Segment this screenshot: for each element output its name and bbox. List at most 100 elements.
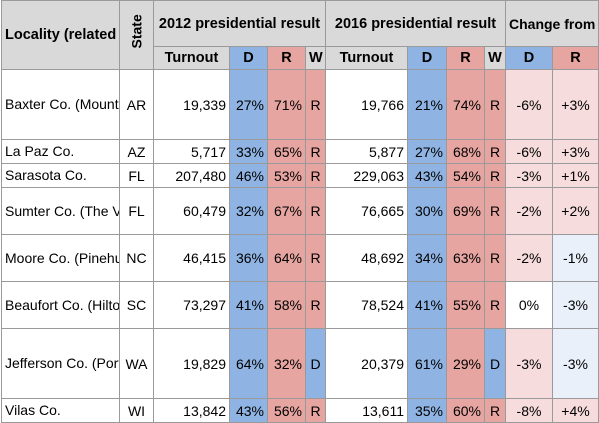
header-2016-d: D	[407, 46, 447, 70]
header-2016-turnout: Turnout	[325, 46, 408, 70]
r-2016-cell: 54%	[446, 163, 485, 188]
state-cell: AZ	[119, 139, 154, 164]
d-2016-cell: 61%	[407, 328, 447, 399]
winner-2016-cell: R	[484, 398, 506, 423]
locality-cell: Moore Co. (Pinehurst)	[1, 234, 120, 282]
change-d-cell: -2%	[505, 187, 553, 235]
winner-2016-cell: D	[484, 328, 506, 399]
r-2012-cell: 65%	[267, 139, 306, 164]
winner-2012-cell: R	[305, 69, 326, 140]
locality-cell: La Paz Co.	[1, 139, 120, 164]
r-2012-cell: 58%	[267, 281, 306, 329]
change-r-cell: +3%	[552, 139, 599, 164]
r-2012-cell: 53%	[267, 163, 306, 188]
state-cell: WI	[119, 398, 154, 423]
table-row: Sumter Co. (The Villages) FL 60,479 32% …	[1, 187, 599, 235]
locality-cell: Jefferson Co. (Port Townsend)	[1, 328, 120, 399]
turnout-2016-cell: 5,877	[325, 139, 408, 164]
state-cell: WA	[119, 328, 154, 399]
table-row: Jefferson Co. (Port Townsend) WA 19,829 …	[1, 328, 599, 399]
winner-2016-cell: R	[484, 281, 506, 329]
header-locality: Locality (related place)	[1, 0, 120, 70]
locality-cell: Beaufort Co. (Hilton Head)	[1, 281, 120, 329]
turnout-2016-cell: 78,524	[325, 281, 408, 329]
turnout-2016-cell: 20,379	[325, 328, 408, 399]
d-2016-cell: 35%	[407, 398, 447, 423]
turnout-2016-cell: 76,665	[325, 187, 408, 235]
table-row: Baxter Co. (Mountain Home) AR 19,339 27%…	[1, 69, 599, 140]
winner-2012-cell: R	[305, 187, 326, 235]
turnout-2016-cell: 229,063	[325, 163, 408, 188]
locality-cell: Sumter Co. (The Villages)	[1, 187, 120, 235]
header-2016-r: R	[446, 46, 485, 70]
winner-2012-cell: D	[305, 328, 326, 399]
turnout-2012-cell: 207,480	[153, 163, 230, 188]
turnout-2012-cell: 46,415	[153, 234, 230, 282]
winner-2012-cell: R	[305, 139, 326, 164]
d-2016-cell: 41%	[407, 281, 447, 329]
winner-2016-cell: R	[484, 187, 506, 235]
d-2016-cell: 27%	[407, 139, 447, 164]
change-d-cell: -6%	[505, 69, 553, 140]
header-2012-result: 2012 presidential result	[153, 0, 326, 47]
header-2012-d: D	[229, 46, 268, 70]
locality-cell: Vilas Co.	[1, 398, 120, 423]
header-state-label: State	[128, 14, 145, 49]
locality-cell: Baxter Co. (Mountain Home)	[1, 69, 120, 140]
d-2012-cell: 64%	[229, 328, 268, 399]
change-r-cell: -3%	[552, 281, 599, 329]
winner-2012-cell: R	[305, 398, 326, 423]
change-r-cell: -1%	[552, 234, 599, 282]
r-2016-cell: 68%	[446, 139, 485, 164]
winner-2012-cell: R	[305, 281, 326, 329]
turnout-2016-cell: 13,611	[325, 398, 408, 423]
locality-cell: Sarasota Co.	[1, 163, 120, 188]
table-row: Sarasota Co. FL 207,480 46% 53% R 229,06…	[1, 163, 599, 188]
winner-2012-cell: R	[305, 234, 326, 282]
winner-2016-cell: R	[484, 69, 506, 140]
change-r-cell: +1%	[552, 163, 599, 188]
turnout-2012-cell: 19,339	[153, 69, 230, 140]
d-2012-cell: 36%	[229, 234, 268, 282]
d-2016-cell: 43%	[407, 163, 447, 188]
r-2016-cell: 63%	[446, 234, 485, 282]
header-2012-w: W	[305, 46, 326, 70]
turnout-2016-cell: 19,766	[325, 69, 408, 140]
header-change-r: R	[552, 46, 599, 70]
r-2016-cell: 29%	[446, 328, 485, 399]
change-d-cell: -8%	[505, 398, 553, 423]
table-row: Vilas Co. WI 13,842 43% 56% R 13,611 35%…	[1, 398, 599, 423]
r-2012-cell: 56%	[267, 398, 306, 423]
header-change: Change from 2012	[505, 0, 599, 47]
r-2012-cell: 71%	[267, 69, 306, 140]
r-2016-cell: 55%	[446, 281, 485, 329]
d-2012-cell: 43%	[229, 398, 268, 423]
d-2012-cell: 27%	[229, 69, 268, 140]
header-2012-turnout: Turnout	[153, 46, 230, 70]
d-2016-cell: 30%	[407, 187, 447, 235]
table-row: Moore Co. (Pinehurst) NC 46,415 36% 64% …	[1, 234, 599, 282]
d-2012-cell: 32%	[229, 187, 268, 235]
turnout-2016-cell: 48,692	[325, 234, 408, 282]
state-cell: FL	[119, 163, 154, 188]
header-2012-r: R	[267, 46, 306, 70]
d-2016-cell: 34%	[407, 234, 447, 282]
d-2012-cell: 33%	[229, 139, 268, 164]
change-r-cell: -3%	[552, 328, 599, 399]
turnout-2012-cell: 60,479	[153, 187, 230, 235]
change-d-cell: -3%	[505, 163, 553, 188]
change-d-cell: -3%	[505, 328, 553, 399]
change-d-cell: 0%	[505, 281, 553, 329]
change-r-cell: +2%	[552, 187, 599, 235]
turnout-2012-cell: 73,297	[153, 281, 230, 329]
r-2016-cell: 69%	[446, 187, 485, 235]
turnout-2012-cell: 13,842	[153, 398, 230, 423]
change-r-cell: +3%	[552, 69, 599, 140]
header-2016-w: W	[484, 46, 506, 70]
change-d-cell: -2%	[505, 234, 553, 282]
r-2012-cell: 64%	[267, 234, 306, 282]
table-row: La Paz Co. AZ 5,717 33% 65% R 5,877 27% …	[1, 139, 599, 164]
state-cell: NC	[119, 234, 154, 282]
header-state: State	[119, 0, 154, 70]
